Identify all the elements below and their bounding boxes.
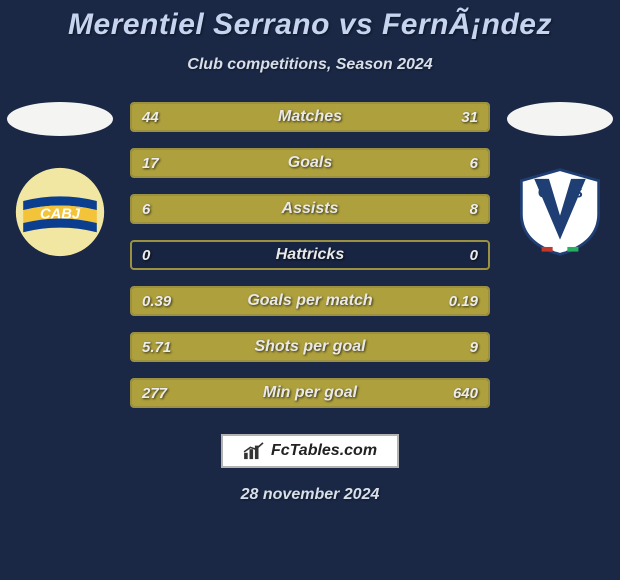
date-text: 28 november 2024 <box>241 486 380 504</box>
stat-value-right: 31 <box>461 104 478 130</box>
stat-bar: 0.390.19Goals per match <box>130 286 490 316</box>
stat-value-right: 640 <box>453 380 478 406</box>
left-player-photo-placeholder <box>7 102 113 136</box>
left-player-col: CABJ <box>0 102 120 258</box>
stat-value-right: 9 <box>470 334 478 360</box>
stat-value-left: 0 <box>142 242 150 268</box>
fctables-logo-icon <box>243 442 265 460</box>
stat-value-left: 17 <box>142 150 159 176</box>
velez-crest-icon: C S <box>514 166 606 258</box>
stat-value-right: 0 <box>470 242 478 268</box>
stats-bars: 4431Matches176Goals68Assists00Hattricks0… <box>120 102 500 408</box>
stat-bar: 4431Matches <box>130 102 490 132</box>
left-club-crest: CABJ <box>14 166 106 258</box>
stat-value-left: 6 <box>142 196 150 222</box>
infographic-container: Merentiel Serrano vs FernÃ¡ndez Club com… <box>0 0 620 580</box>
stat-value-left: 44 <box>142 104 159 130</box>
stat-bar: 5.719Shots per goal <box>130 332 490 362</box>
stat-bar: 277640Min per goal <box>130 378 490 408</box>
stat-bar-fill-left <box>132 150 395 176</box>
boca-crest-icon: CABJ <box>14 166 106 258</box>
stat-bar-fill-left <box>132 334 488 360</box>
stat-value-right: 8 <box>470 196 478 222</box>
stat-bar-fill-right <box>285 196 488 222</box>
subtitle: Club competitions, Season 2024 <box>187 56 432 74</box>
stat-value-left: 5.71 <box>142 334 171 360</box>
svg-text:S: S <box>573 185 583 201</box>
svg-text:C: C <box>538 185 549 201</box>
stat-bar: 176Goals <box>130 148 490 178</box>
svg-text:CABJ: CABJ <box>40 206 81 222</box>
attribution-box: FcTables.com <box>221 434 399 468</box>
stat-label: Hattricks <box>132 242 488 268</box>
right-player-col: C S <box>500 102 620 258</box>
stat-value-right: 6 <box>470 150 478 176</box>
stat-bar-fill-left <box>132 104 338 130</box>
attribution-text: FcTables.com <box>271 442 377 460</box>
stat-value-left: 0.39 <box>142 288 171 314</box>
stat-value-left: 277 <box>142 380 167 406</box>
stat-bar: 68Assists <box>130 194 490 224</box>
stat-bar-fill-left <box>132 196 285 222</box>
right-player-photo-placeholder <box>507 102 613 136</box>
main-row: CABJ 4431Matches176Goals68Assists00Hattr… <box>0 102 620 408</box>
right-club-crest: C S <box>514 166 606 258</box>
stat-bar: 0 0Hattricks <box>130 240 490 270</box>
stat-value-right: 0.19 <box>449 288 478 314</box>
stat-bar-fill-left <box>132 380 488 406</box>
page-title: Merentiel Serrano vs FernÃ¡ndez <box>68 8 552 42</box>
